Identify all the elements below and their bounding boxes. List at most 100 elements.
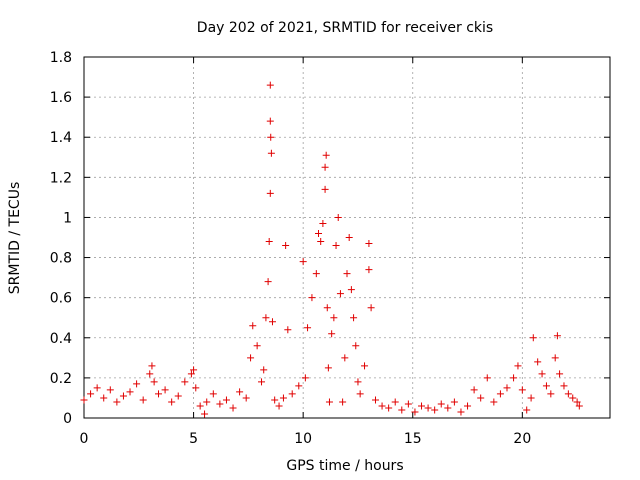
data-point — [323, 304, 331, 312]
y-tick-label: 0.2 — [50, 371, 72, 387]
data-point — [350, 314, 358, 322]
data-point — [321, 163, 329, 171]
data-point — [80, 396, 88, 404]
data-point — [378, 402, 386, 410]
data-point — [564, 390, 572, 398]
data-point — [133, 380, 141, 388]
data-point — [411, 408, 419, 416]
x-tick-label: 20 — [513, 431, 531, 447]
data-point — [496, 390, 504, 398]
data-point — [216, 400, 224, 408]
data-point — [106, 386, 114, 394]
data-point — [330, 314, 338, 322]
data-point — [385, 404, 393, 412]
data-point — [87, 390, 95, 398]
data-point — [542, 382, 550, 390]
data-point — [93, 384, 101, 392]
x-tick-label: 15 — [404, 431, 422, 447]
data-point — [258, 378, 266, 386]
data-point — [573, 398, 581, 406]
y-tick-label: 1 — [63, 210, 72, 226]
data-point — [551, 354, 559, 362]
data-point — [247, 354, 255, 362]
grid — [84, 57, 610, 418]
data-point — [267, 133, 275, 141]
data-point — [341, 354, 349, 362]
data-point — [321, 185, 329, 193]
data-point — [523, 406, 531, 414]
data-point — [365, 240, 373, 248]
data-point — [332, 242, 340, 250]
data-point — [347, 286, 355, 294]
data-point — [284, 326, 292, 334]
data-point — [264, 278, 272, 286]
data-point — [343, 270, 351, 278]
y-tick-label: 0 — [63, 411, 72, 427]
data-point — [271, 396, 279, 404]
data-point — [503, 384, 511, 392]
data-point — [404, 400, 412, 408]
data-point — [365, 266, 373, 274]
data-point — [155, 390, 163, 398]
data-point — [266, 117, 274, 125]
data-point — [181, 378, 189, 386]
data-point — [196, 402, 204, 410]
data-point — [431, 406, 439, 414]
data-point — [317, 238, 325, 246]
data-point — [336, 290, 344, 298]
data-point — [192, 384, 200, 392]
plot-frame — [83, 56, 611, 419]
data-point — [146, 370, 154, 378]
data-point — [325, 398, 333, 406]
data-point — [391, 398, 399, 406]
data-point — [113, 398, 121, 406]
y-tick-label: 0.8 — [50, 251, 72, 267]
data-point — [324, 364, 332, 372]
data-point — [418, 402, 426, 410]
data-point — [483, 374, 491, 382]
data-point — [295, 382, 303, 390]
data-point — [437, 400, 445, 408]
data-point — [236, 388, 244, 396]
data-point — [319, 219, 327, 227]
data-point — [398, 406, 406, 414]
data-points — [80, 81, 583, 418]
data-point — [444, 404, 452, 412]
data-point — [267, 149, 275, 157]
data-point — [161, 386, 169, 394]
data-point — [534, 358, 542, 366]
data-point — [100, 394, 108, 402]
data-point — [262, 314, 270, 322]
y-tick-label: 1.4 — [50, 130, 72, 146]
data-point — [450, 398, 458, 406]
data-point — [260, 366, 268, 374]
data-point — [139, 396, 147, 404]
data-point — [275, 402, 283, 410]
data-point — [529, 334, 537, 342]
data-point — [301, 374, 309, 382]
data-point — [268, 318, 276, 326]
x-tick-label: 5 — [189, 431, 198, 447]
data-point — [282, 242, 290, 250]
data-point — [354, 378, 362, 386]
data-point — [168, 398, 176, 406]
data-point — [538, 370, 546, 378]
data-point — [174, 392, 182, 400]
data-point — [249, 322, 257, 330]
y-tick-label: 1.2 — [50, 170, 72, 186]
data-point — [464, 402, 472, 410]
axis-ticks: 0 0.2 0.4 0.6 0.8 1 1.2 1.4 1.6 1.8 0 5 10 15 20 — [50, 50, 610, 447]
data-point — [527, 394, 535, 402]
x-tick-label: 0 — [80, 431, 89, 447]
data-point — [126, 388, 134, 396]
data-point — [322, 151, 330, 159]
data-point — [187, 370, 195, 378]
data-point — [345, 234, 353, 241]
y-tick-label: 1.6 — [50, 90, 72, 106]
data-point — [315, 229, 323, 237]
data-point — [352, 342, 360, 350]
data-point — [279, 394, 287, 402]
data-point — [209, 390, 217, 398]
data-point — [518, 386, 526, 394]
y-axis-label: SRMTID / TECUs — [7, 182, 23, 295]
